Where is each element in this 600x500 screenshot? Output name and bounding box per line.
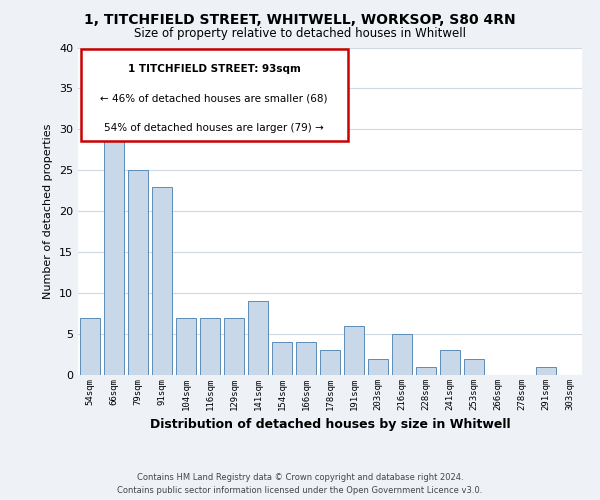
Text: ← 46% of detached houses are smaller (68): ← 46% of detached houses are smaller (68…	[100, 94, 328, 104]
Bar	[104, 121, 124, 375]
Text: 1, TITCHFIELD STREET, WHITWELL, WORKSOP, S80 4RN: 1, TITCHFIELD STREET, WHITWELL, WORKSOP,…	[84, 12, 516, 26]
Bar	[224, 318, 244, 375]
Bar	[152, 186, 172, 375]
Text: 1 TITCHFIELD STREET: 93sqm: 1 TITCHFIELD STREET: 93sqm	[128, 64, 301, 74]
Bar	[272, 342, 292, 375]
Text: Size of property relative to detached houses in Whitwell: Size of property relative to detached ho…	[134, 28, 466, 40]
Bar	[344, 326, 364, 375]
Bar	[296, 342, 316, 375]
Bar	[176, 318, 196, 375]
FancyBboxPatch shape	[80, 49, 347, 141]
Bar	[392, 334, 412, 375]
Bar	[248, 302, 268, 375]
Bar	[464, 358, 484, 375]
Bar	[320, 350, 340, 375]
Bar	[128, 170, 148, 375]
Y-axis label: Number of detached properties: Number of detached properties	[43, 124, 53, 299]
Bar	[368, 358, 388, 375]
Bar	[536, 367, 556, 375]
Bar	[440, 350, 460, 375]
X-axis label: Distribution of detached houses by size in Whitwell: Distribution of detached houses by size …	[149, 418, 511, 432]
Bar	[200, 318, 220, 375]
Bar	[80, 318, 100, 375]
Text: 54% of detached houses are larger (79) →: 54% of detached houses are larger (79) →	[104, 123, 324, 133]
Bar	[416, 367, 436, 375]
Text: Contains HM Land Registry data © Crown copyright and database right 2024.
Contai: Contains HM Land Registry data © Crown c…	[118, 474, 482, 495]
